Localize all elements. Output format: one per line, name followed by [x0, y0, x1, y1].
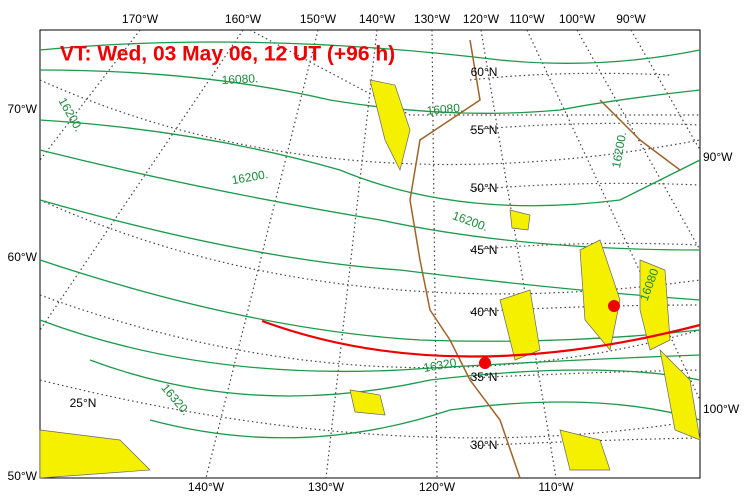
lat-label: 50°N [471, 181, 498, 195]
lon-label: 140°W [188, 480, 225, 494]
contour-label: 16320 [422, 355, 458, 375]
lon-label: 130°W [308, 480, 345, 494]
lon-label: 110°W [509, 12, 545, 26]
lat-label: 60°N [471, 65, 498, 79]
lon-label: 120°W [419, 480, 456, 494]
contour-label: 16080. [426, 101, 464, 118]
title: VT: Wed, 03 May 06, 12 UT (+96 h) [60, 43, 395, 66]
lon-label: 130°W [414, 12, 451, 26]
lon-label: 170°W [122, 12, 159, 26]
lon-label: 100°W [559, 12, 596, 26]
lat-label: 25°N [70, 396, 97, 410]
lat-label: 30°N [471, 438, 498, 452]
lon-label: 90°W [616, 12, 646, 26]
lon-label: 60°W [8, 250, 38, 264]
lon-label: 100°W [703, 402, 740, 416]
lon-label: 140°W [359, 12, 396, 26]
map-frame [39, 29, 701, 479]
contour-label: 16200. [609, 131, 629, 170]
lon-label: 160°W [225, 12, 262, 26]
lon-label: 70°W [8, 102, 38, 116]
lat-label: 45°N [471, 243, 498, 257]
lon-label: 120°W [463, 12, 500, 26]
contour-label: 16080. [221, 71, 258, 87]
contour-label: 16200. [231, 167, 270, 187]
lon-label: 90°W [703, 150, 733, 164]
lat-label: 55°N [471, 123, 498, 137]
lon-label: 150°W [300, 12, 337, 26]
lat-label: 35°N [471, 370, 498, 384]
lon-label: 50°W [8, 469, 38, 483]
lat-label: 40°N [471, 305, 498, 319]
lon-label: 110°W [538, 480, 574, 494]
